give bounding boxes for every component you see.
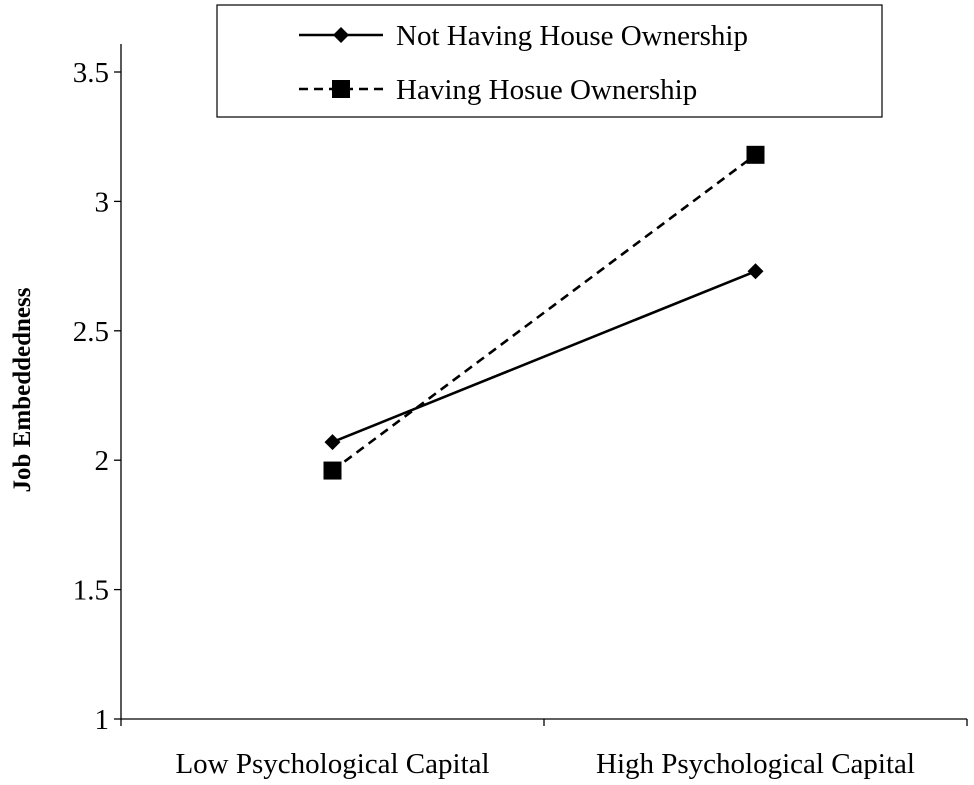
legend-box (216, 4, 883, 118)
y-tick-label: 1 (95, 704, 110, 736)
series-layer (323, 145, 765, 480)
legend-marker (333, 27, 349, 43)
x-category-label: High Psychological Capital (596, 748, 915, 780)
legend-item: Having Hosue Ownership (299, 74, 697, 106)
legend: Not Having House Ownership Having Hosue O… (216, 4, 883, 118)
y-axis-ticks: 1 1.5 2 2.5 3 3.5 (73, 57, 121, 736)
x-axis-categories: Low Psychological Capital High Psychologi… (120, 719, 968, 780)
data-point (747, 263, 764, 280)
axes (120, 44, 967, 720)
y-tick-label: 3.5 (73, 57, 109, 89)
series-2 (323, 145, 765, 480)
series-line (332, 270, 756, 444)
data-point (323, 461, 342, 480)
data-point (324, 434, 341, 451)
legend-marker (332, 80, 350, 98)
y-tick-label: 1.5 (73, 575, 109, 607)
x-category-label: Low Psychological Capital (175, 748, 489, 780)
data-point (746, 145, 765, 164)
legend-item: Not Having House Ownership (299, 20, 748, 52)
y-tick-label: 2 (95, 445, 110, 477)
legend-label: Not Having House Ownership (396, 20, 748, 52)
y-tick-label: 3 (95, 186, 110, 218)
legend-label: Having Hosue Ownership (396, 74, 697, 106)
y-tick-label: 2.5 (73, 316, 109, 348)
y-axis-label: Job Embeddedness (9, 287, 36, 492)
series-line (331, 153, 757, 472)
series-1 (324, 263, 764, 451)
